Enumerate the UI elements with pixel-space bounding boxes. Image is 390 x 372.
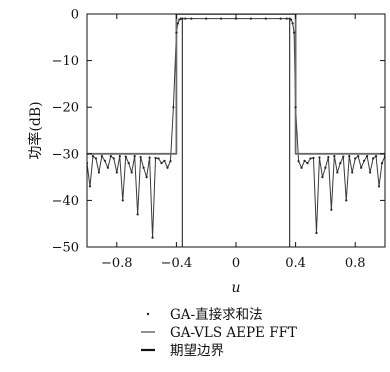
plot-area: [87, 14, 385, 247]
data-point: [293, 31, 296, 34]
axes: 0 −10 −20 −30 −40 −50 −0.8 −0.4 0 0.4 0.8 u 功率(dB): [27, 8, 386, 296]
data-point: [285, 17, 288, 20]
data-point: [100, 155, 103, 158]
data-point: [145, 176, 148, 179]
data-point: [377, 185, 381, 188]
data-point: [294, 106, 297, 109]
data-point: [103, 159, 106, 162]
data-point: [88, 185, 92, 188]
data-point: [315, 231, 318, 235]
data-point: [136, 213, 139, 216]
data-point: [360, 166, 363, 169]
series-line-2: [87, 14, 385, 155]
data-point: [380, 162, 384, 165]
data-point: [169, 160, 172, 163]
y-tick-label: −50: [52, 241, 79, 256]
data-point: [139, 155, 142, 159]
data-point: [121, 199, 124, 202]
plot-frame: [86, 13, 386, 248]
x-tick-label: 0.4: [285, 256, 306, 271]
data-point: [306, 162, 309, 165]
data-point: [309, 157, 312, 160]
data-point: [118, 155, 121, 158]
x-axis-label: u: [231, 280, 240, 296]
data-point: [374, 155, 378, 158]
legend-marker-dots: [146, 312, 150, 316]
data-point: [363, 159, 366, 162]
data-point: [97, 171, 101, 174]
data-point: [175, 31, 178, 34]
data-point: [130, 171, 133, 174]
y-tick-label: −20: [52, 101, 79, 116]
data-point: [264, 17, 267, 20]
data-point: [366, 155, 369, 158]
data-point: [371, 157, 375, 160]
legend-label: GA-VLS AEPE FFT: [170, 325, 297, 341]
data-point: [109, 155, 112, 158]
data-point: [312, 156, 315, 160]
data-point: [336, 171, 339, 174]
data-point: [249, 17, 252, 20]
data-point: [354, 157, 357, 160]
data-point: [351, 171, 354, 174]
data-point: [303, 159, 306, 162]
legend-label: GA-直接求和法: [170, 306, 263, 323]
data-point: [142, 166, 145, 169]
y-tick-label: −30: [52, 147, 79, 162]
legend-label: 期望边界: [170, 343, 224, 359]
data-point: [342, 155, 345, 158]
data-point: [327, 155, 330, 159]
data-point: [279, 17, 282, 20]
data-point: [324, 166, 327, 169]
data-point: [220, 17, 223, 20]
y-tick-label: −40: [52, 194, 79, 209]
x-tick-label: 0: [232, 256, 240, 271]
data-point: [190, 17, 193, 20]
data-point: [166, 166, 169, 169]
x-tick-label: −0.4: [161, 256, 193, 271]
y-tick-label: 0: [71, 8, 79, 23]
data-point: [154, 156, 157, 160]
data-point: [112, 157, 115, 160]
data-point: [369, 171, 372, 174]
x-tick-label: 0.8: [345, 256, 366, 271]
data-point: [115, 171, 118, 174]
data-point: [148, 156, 151, 159]
data-point: [172, 106, 175, 109]
data-point: [106, 166, 109, 169]
x-tick-label: −0.8: [101, 256, 133, 271]
y-tick-label: −10: [52, 54, 79, 69]
data-point: [133, 155, 136, 158]
y-axis-label: 功率(dB): [27, 101, 44, 159]
data-point: [163, 159, 166, 162]
data-point: [339, 162, 342, 165]
legend: GA-直接求和法 GA-VLS AEPE FFT 期望边界: [141, 306, 297, 359]
data-point: [176, 22, 179, 25]
data-point: [157, 157, 160, 160]
data-point: [160, 162, 163, 165]
data-point: [357, 155, 360, 158]
data-point: [345, 199, 348, 202]
data-point: [297, 160, 300, 163]
data-point: [91, 155, 95, 158]
data-point: [151, 236, 154, 239]
data-point: [300, 166, 303, 169]
data-point: [127, 162, 130, 165]
data-point: [348, 155, 351, 158]
data-point: [330, 208, 333, 211]
data-point: [205, 17, 208, 20]
series-line-1: [87, 18, 385, 239]
data-point: [321, 176, 324, 179]
data-point: [124, 155, 127, 158]
data-point: [181, 17, 184, 20]
data-point: [318, 156, 321, 159]
data-point: [94, 157, 98, 160]
data-point: [184, 17, 187, 20]
data-point: [290, 18, 293, 21]
data-point: [333, 155, 336, 158]
data-point: [291, 22, 294, 25]
